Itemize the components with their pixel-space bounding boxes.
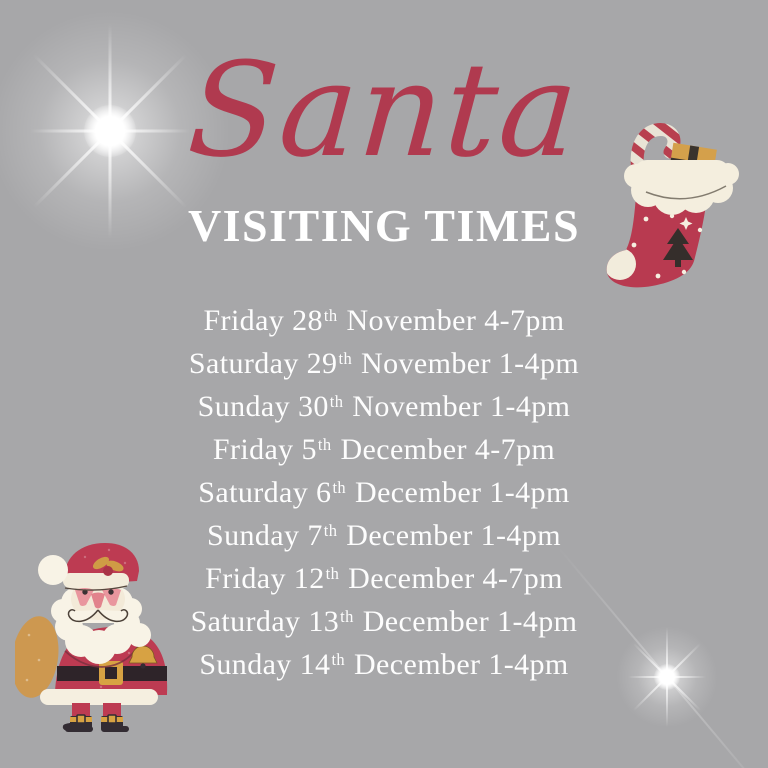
stocking-svg bbox=[600, 87, 739, 288]
schedule-time: 1-4pm bbox=[498, 347, 580, 380]
schedule-month: December bbox=[362, 605, 490, 638]
poster-heading: VISITING TIMES bbox=[187, 200, 581, 251]
schedule-month: December bbox=[346, 519, 473, 552]
schedule-ordinal: th bbox=[338, 348, 353, 368]
santa-boot bbox=[101, 714, 129, 732]
schedule-day: Saturday bbox=[190, 605, 301, 638]
bell-icon bbox=[128, 645, 158, 669]
santa-nose bbox=[91, 592, 105, 609]
schedule-ordinal: th bbox=[323, 520, 338, 540]
schedule-item: Friday 28th November 4-7pm bbox=[0, 299, 768, 342]
schedule-item: Sunday 7th December 1-4pm bbox=[0, 514, 768, 557]
santa-mustache bbox=[97, 609, 129, 623]
sack-dots bbox=[25, 633, 41, 682]
schedule-date: 5 bbox=[301, 433, 317, 466]
coat-hem bbox=[40, 689, 158, 705]
schedule-time: 1-4pm bbox=[497, 605, 578, 638]
schedule-item: Sunday 30th November 1-4pm bbox=[0, 385, 768, 428]
holly-icon bbox=[93, 556, 124, 576]
schedule-item: Sunday 14th December 1-4pm bbox=[0, 643, 768, 686]
schedule-day: Sunday bbox=[207, 519, 300, 552]
schedule-month: December bbox=[355, 476, 482, 509]
sparkle-core bbox=[84, 105, 136, 157]
schedule-ordinal: th bbox=[317, 434, 332, 454]
schedule-time: 1-4pm bbox=[480, 519, 561, 552]
schedule-date: 30 bbox=[297, 390, 329, 423]
cheek-patch bbox=[75, 588, 94, 606]
schedule-ordinal: th bbox=[325, 563, 340, 583]
santa-eye bbox=[108, 589, 114, 595]
santa-boot bbox=[62, 714, 93, 732]
schedule-time: 1-4pm bbox=[490, 390, 571, 423]
schedule-day: Friday bbox=[205, 562, 286, 595]
schedule-day: Friday bbox=[203, 304, 285, 337]
schedule-date: 29 bbox=[306, 347, 338, 380]
christmas-stocking-icon bbox=[598, 87, 766, 308]
schedule-item: Saturday 13th December 1-4pm bbox=[0, 600, 768, 643]
santa-mustache bbox=[67, 609, 99, 623]
schedule-month: November bbox=[352, 390, 483, 423]
hat-pom bbox=[38, 555, 68, 585]
schedule-time: 4-7pm bbox=[474, 433, 556, 466]
stocking-toe bbox=[606, 248, 636, 280]
schedule-day: Sunday bbox=[197, 390, 291, 423]
schedule-month: November bbox=[346, 304, 477, 337]
star-icon bbox=[679, 217, 693, 230]
schedule-item: Friday 5th December 4-7pm bbox=[0, 428, 768, 471]
schedule-date: 28 bbox=[292, 304, 323, 337]
buckle-center bbox=[105, 667, 117, 679]
schedule-ordinal: th bbox=[332, 477, 347, 497]
hat-trim-line bbox=[64, 585, 128, 591]
schedule-ordinal: th bbox=[329, 391, 344, 411]
schedule-day: Saturday bbox=[198, 476, 309, 509]
schedule-date: 7 bbox=[307, 519, 323, 552]
cuff-seam bbox=[645, 185, 727, 200]
schedule-item: Saturday 6th December 1-4pm bbox=[0, 471, 768, 514]
schedule-date: 14 bbox=[299, 648, 331, 681]
schedule-month: November bbox=[361, 347, 491, 380]
schedule-time: 4-7pm bbox=[484, 304, 565, 337]
schedule-date: 6 bbox=[316, 476, 332, 509]
schedule-day: Friday bbox=[212, 433, 294, 466]
stocking-cuff bbox=[624, 160, 739, 215]
schedule-day: Sunday bbox=[199, 648, 292, 681]
hat-trim bbox=[63, 573, 129, 588]
santa-sack bbox=[11, 616, 59, 698]
schedule-month: December bbox=[340, 433, 467, 466]
schedule-time: 4-7pm bbox=[482, 562, 563, 595]
schedule-date: 13 bbox=[308, 605, 340, 638]
schedule-ordinal: th bbox=[323, 305, 338, 325]
schedule-time: 1-4pm bbox=[488, 648, 569, 681]
schedule-item: Friday 12th December 4-7pm bbox=[0, 557, 768, 600]
sparkle-core bbox=[654, 664, 680, 690]
schedule-month: December bbox=[353, 648, 481, 681]
schedule-ordinal: th bbox=[340, 606, 354, 626]
santa-claus-icon bbox=[11, 535, 213, 767]
schedule-date: 12 bbox=[293, 562, 325, 595]
hat-speckles bbox=[83, 548, 127, 565]
stocking-dots bbox=[631, 213, 703, 279]
cheek-patch bbox=[102, 588, 121, 606]
schedule-time: 1-4pm bbox=[489, 476, 570, 509]
schedule-item: Saturday 29th November 1-4pm bbox=[0, 342, 768, 385]
santa-svg bbox=[11, 543, 168, 732]
schedule-month: December bbox=[348, 562, 475, 595]
schedule-list: Friday 28th November 4-7pm Saturday 29th… bbox=[0, 299, 768, 686]
tree-icon bbox=[663, 228, 693, 267]
schedule-day: Saturday bbox=[188, 347, 299, 380]
schedule-ordinal: th bbox=[331, 649, 346, 669]
